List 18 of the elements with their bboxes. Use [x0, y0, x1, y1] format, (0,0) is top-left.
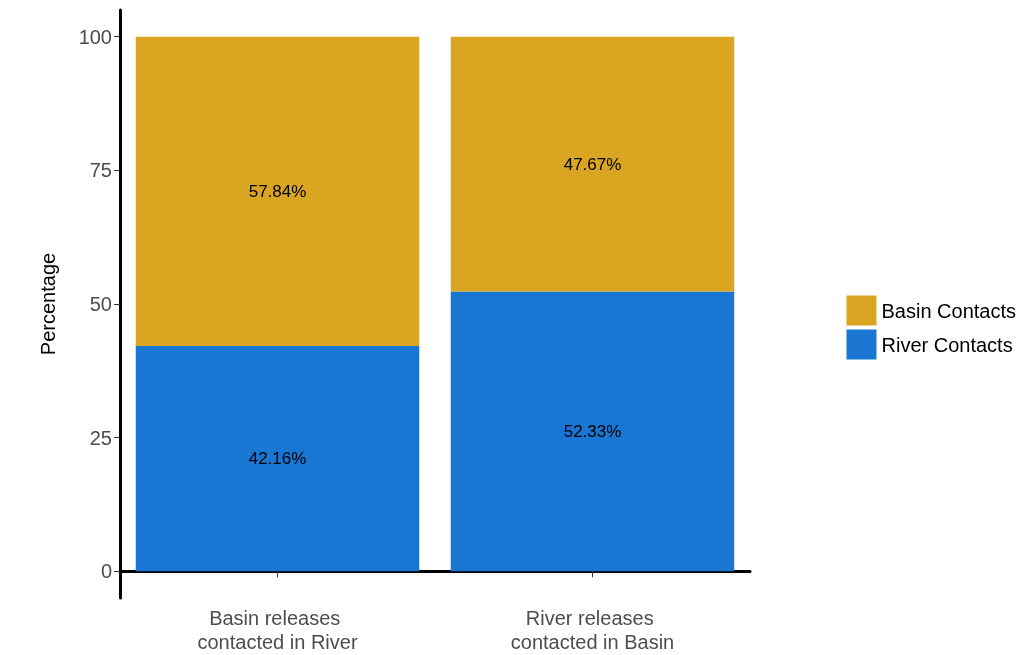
x-tick-label: River releases contacted in Basin: [510, 607, 675, 653]
y-tick-label: 25: [89, 426, 112, 449]
y-tick-label: 0: [100, 560, 112, 583]
data-label: 57.84%: [248, 181, 307, 201]
data-label: 42.16%: [248, 449, 307, 469]
y-tick-label: 50: [89, 293, 112, 315]
bar: [450, 36, 735, 292]
x-tick-label: Basin releases contacted in River: [197, 607, 358, 653]
data-label: 47.67%: [563, 154, 622, 174]
legend-label: River Contacts: [881, 333, 1013, 356]
y-axis-title: Percentage: [37, 252, 59, 356]
y-tick-label: 100: [78, 25, 112, 48]
data-label: 52.33%: [563, 421, 622, 441]
y-tick-label: 75: [89, 159, 112, 182]
bar: [135, 345, 420, 572]
bar: [135, 36, 420, 346]
bar: [450, 291, 735, 572]
legend-label: Basin Contacts: [881, 299, 1016, 322]
